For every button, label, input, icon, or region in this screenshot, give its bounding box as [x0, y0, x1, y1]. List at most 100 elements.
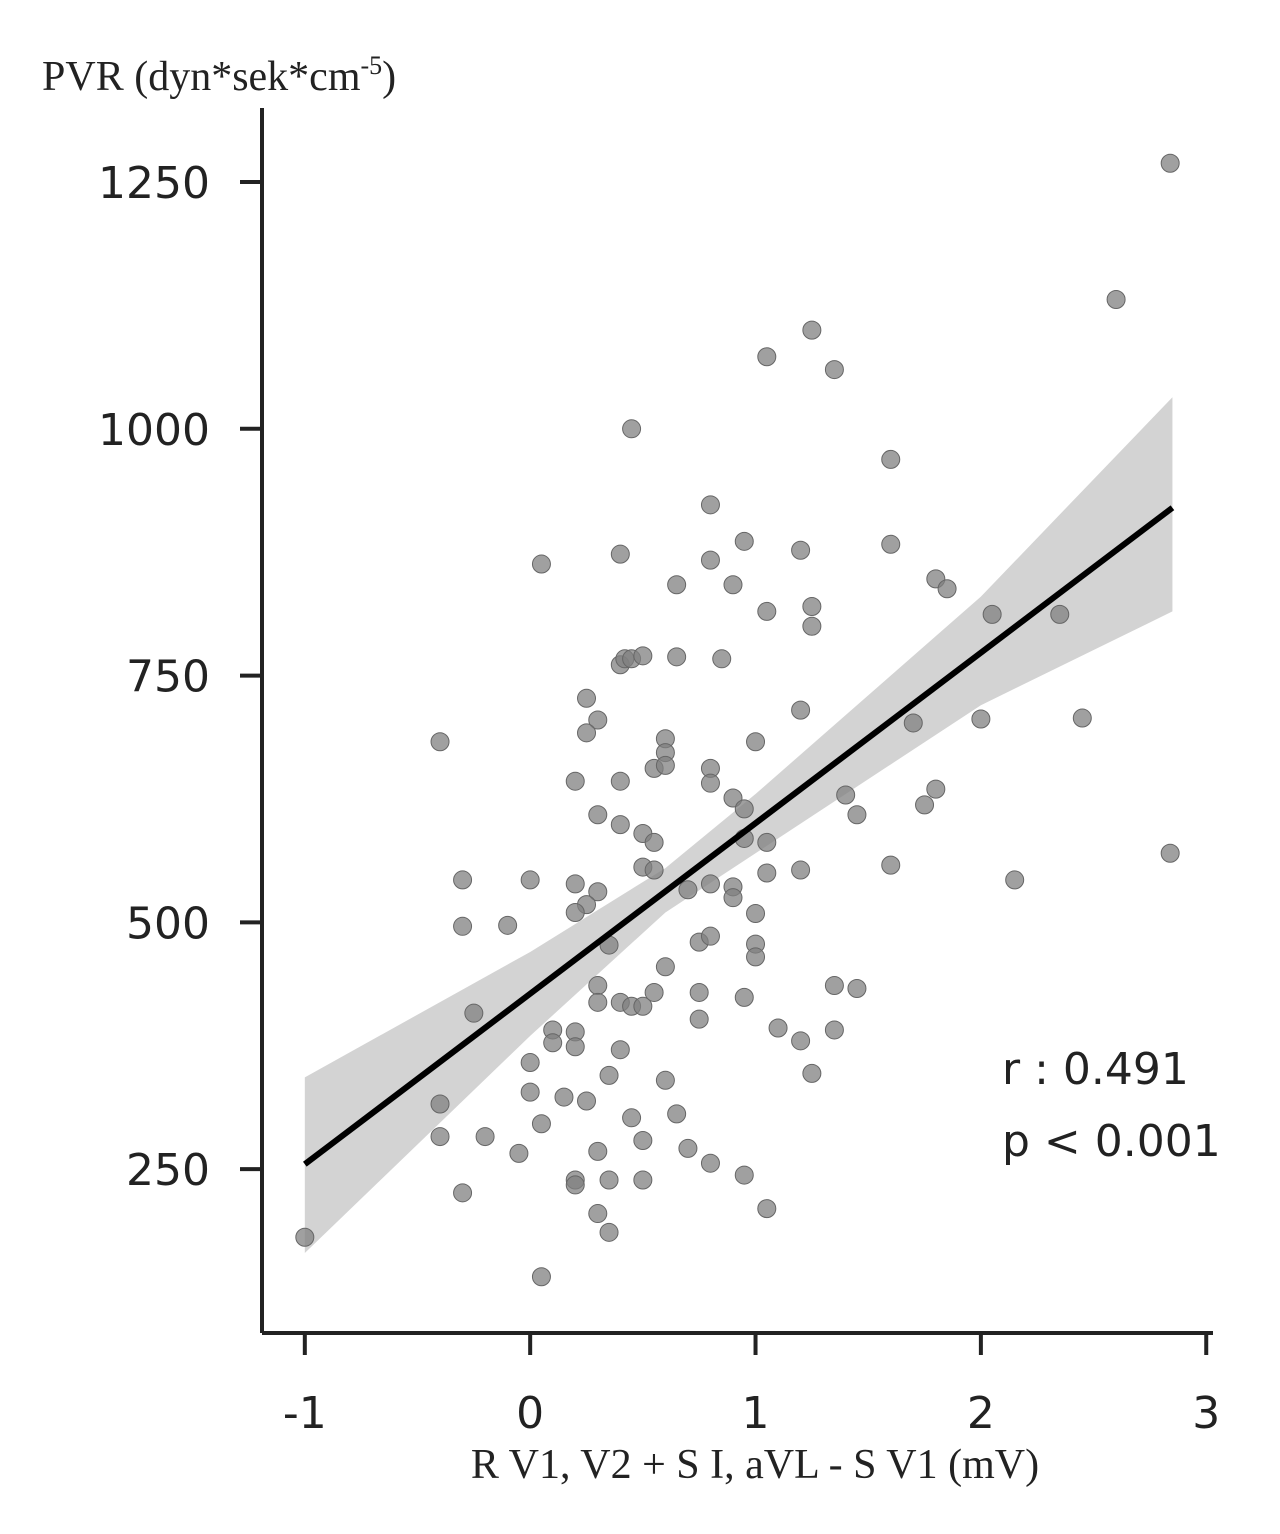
point	[791, 700, 811, 720]
y-label-suffix: )	[382, 54, 396, 100]
point	[520, 870, 540, 890]
point	[881, 855, 901, 875]
point	[746, 732, 766, 752]
x-tick-label: 2	[967, 1388, 995, 1439]
point	[565, 874, 585, 894]
point	[430, 1127, 450, 1147]
point	[734, 531, 754, 551]
x-tick-label: -1	[283, 1388, 327, 1439]
point	[824, 1020, 844, 1040]
point	[644, 982, 664, 1002]
point	[655, 957, 675, 977]
point	[588, 805, 608, 825]
point	[734, 1165, 754, 1185]
point	[588, 882, 608, 902]
point	[700, 550, 720, 570]
y-tick-label: 1250	[98, 158, 210, 209]
point	[1005, 870, 1025, 890]
y-label-sup: -5	[361, 51, 383, 80]
point	[1072, 708, 1092, 728]
x-tick-label: 0	[516, 1388, 544, 1439]
point	[430, 1094, 450, 1114]
point	[723, 575, 743, 595]
point	[1050, 604, 1070, 624]
point	[543, 1033, 563, 1053]
point	[667, 1104, 687, 1124]
point	[1160, 153, 1180, 173]
point	[971, 709, 991, 729]
x-axis-label: R V1, V2 + S I, aVL - S V1 (mV)	[471, 1442, 1039, 1488]
point	[588, 992, 608, 1012]
point	[757, 1199, 777, 1219]
point	[599, 1170, 619, 1190]
point	[847, 805, 867, 825]
point	[678, 880, 698, 900]
point	[633, 646, 653, 666]
point	[520, 1053, 540, 1073]
point	[802, 1063, 822, 1083]
point	[712, 649, 732, 669]
point	[700, 874, 720, 894]
fit-line	[303, 505, 1175, 1167]
point	[881, 449, 901, 469]
y-label-text: PVR (dyn*sek*cm	[42, 54, 361, 100]
y-tick-label: 500	[126, 898, 210, 949]
point	[644, 860, 664, 880]
y-tick-label: 250	[126, 1145, 210, 1196]
point	[791, 860, 811, 880]
point	[565, 902, 585, 922]
point	[565, 1175, 585, 1195]
point	[531, 1114, 551, 1134]
point	[836, 785, 856, 805]
point	[757, 601, 777, 621]
point	[610, 771, 630, 791]
point	[295, 1227, 315, 1247]
point	[768, 1018, 788, 1038]
point	[498, 915, 518, 935]
point	[577, 723, 597, 743]
point	[723, 888, 743, 908]
point	[734, 987, 754, 1007]
point	[610, 544, 630, 564]
point	[802, 320, 822, 340]
annotation: r : 0.491	[1002, 1044, 1189, 1095]
point	[757, 863, 777, 883]
point	[689, 1009, 709, 1029]
x-tick-label: 3	[1192, 1388, 1220, 1439]
confidence-band	[304, 397, 1173, 1254]
point	[633, 996, 653, 1016]
point	[667, 647, 687, 667]
point	[453, 870, 473, 890]
point	[453, 1183, 473, 1203]
point	[847, 978, 867, 998]
x-tick-label: 1	[742, 1388, 770, 1439]
point	[824, 976, 844, 996]
point	[588, 1204, 608, 1224]
point	[655, 1070, 675, 1090]
point	[588, 976, 608, 996]
point	[588, 710, 608, 730]
point	[700, 926, 720, 946]
point	[791, 540, 811, 560]
point	[926, 779, 946, 799]
point	[622, 419, 642, 439]
point	[453, 916, 473, 936]
point	[1160, 843, 1180, 863]
point	[667, 575, 687, 595]
point	[689, 982, 709, 1002]
point	[565, 1037, 585, 1057]
point	[599, 1065, 619, 1085]
point	[700, 1153, 720, 1173]
point	[464, 1003, 484, 1023]
point	[802, 596, 822, 616]
y-axis-label: PVR (dyn*sek*cm-5)	[42, 51, 396, 100]
point	[577, 688, 597, 708]
point	[577, 1091, 597, 1111]
y-tick-label: 750	[126, 652, 210, 703]
point	[610, 1040, 630, 1060]
point	[791, 1031, 811, 1051]
point	[915, 795, 935, 815]
point	[746, 903, 766, 923]
point	[700, 495, 720, 515]
point	[565, 771, 585, 791]
